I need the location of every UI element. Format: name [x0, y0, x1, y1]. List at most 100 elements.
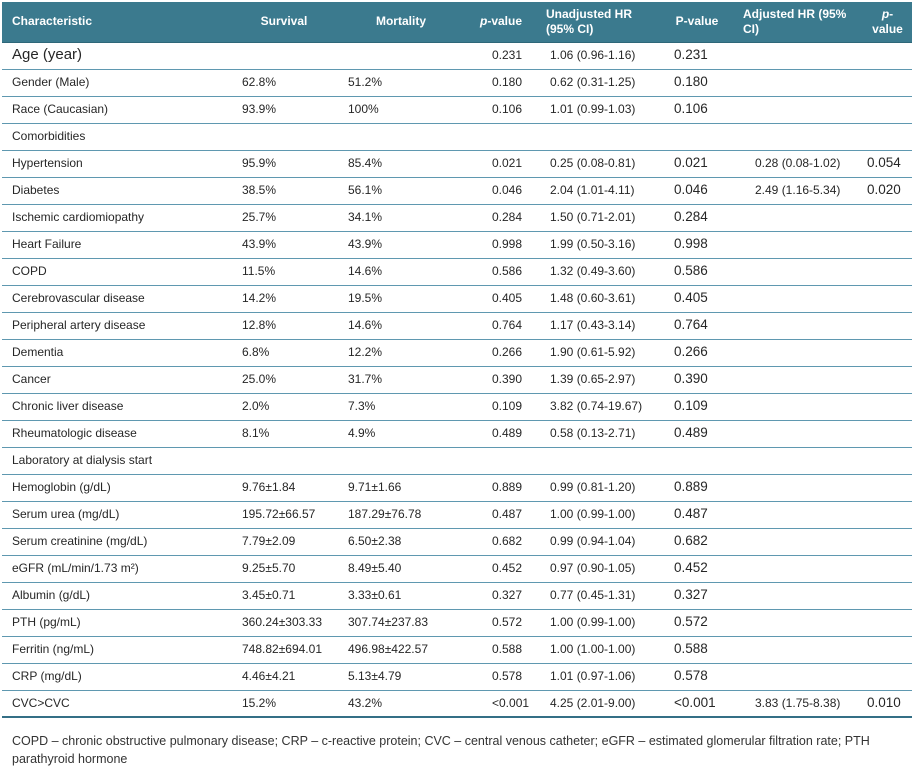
value-cell: 11.5%	[230, 258, 334, 286]
value-cell: 0.99 (0.94-1.04)	[534, 528, 659, 556]
value-cell: 0.572	[659, 609, 731, 637]
value-cell: 0.106	[464, 96, 534, 124]
characteristic-cell: Hypertension	[2, 150, 230, 178]
characteristic-cell: Cerebrovascular disease	[2, 285, 230, 313]
value-cell: 2.0%	[230, 393, 334, 421]
table-row: Serum creatinine (mg/dL) 7.79±2.09 6.50±2.…	[2, 528, 912, 556]
table-body: Age (year) 0.231 1.06 (0.96-1.16) 0.231 Gend…	[2, 42, 912, 718]
value-cell: 9.76±1.84	[230, 474, 334, 502]
value-cell	[731, 555, 859, 583]
section-row: Comorbidities	[2, 123, 912, 151]
value-cell: 0.489	[464, 420, 534, 448]
value-cell	[859, 258, 912, 286]
value-cell	[731, 609, 859, 637]
column-header-p-value: P-value	[659, 2, 731, 43]
value-cell: 0.97 (0.90-1.05)	[534, 555, 659, 583]
table-row: Rheumatologic disease 8.1% 4.9% 0.489 0.58 (…	[2, 420, 912, 448]
value-cell: 0.180	[464, 69, 534, 97]
value-cell: 7.3%	[334, 393, 464, 421]
table-row: Heart Failure 43.9% 43.9% 0.998 1.99 (0.50-3…	[2, 231, 912, 259]
table-row: Serum urea (mg/dL) 195.72±66.57 187.29±76.…	[2, 501, 912, 529]
characteristic-cell: Serum urea (mg/dL)	[2, 501, 230, 529]
value-cell: 85.4%	[334, 150, 464, 178]
table-row: CVC>CVC 15.2% 43.2% <0.001 4.25 (2.01-9.00) <…	[2, 690, 912, 718]
characteristic-cell: Dementia	[2, 339, 230, 367]
value-cell	[731, 339, 859, 367]
characteristic-cell: Hemoglobin (g/dL)	[2, 474, 230, 502]
value-cell: 1.99 (0.50-3.16)	[534, 231, 659, 259]
value-cell: 14.6%	[334, 312, 464, 340]
value-cell: 0.266	[464, 339, 534, 367]
column-header-characteristic: Characteristic	[2, 2, 230, 43]
value-cell: 4.25 (2.01-9.00)	[534, 690, 659, 718]
value-cell: 9.71±1.66	[334, 474, 464, 502]
value-cell: 0.231	[464, 42, 534, 70]
value-cell: 38.5%	[230, 177, 334, 205]
table-row: Race (Caucasian) 93.9% 100% 0.106 1.01 (0.99…	[2, 96, 912, 124]
value-cell: 0.390	[464, 366, 534, 394]
characteristic-cell: PTH (pg/mL)	[2, 609, 230, 637]
header-row: Characteristic Survival Mortality p-value Un…	[2, 2, 912, 43]
value-cell: 2.49 (1.16-5.34)	[731, 177, 859, 205]
value-cell: 0.77 (0.45-1.31)	[534, 582, 659, 610]
value-cell: 0.010	[859, 690, 912, 718]
value-cell: 0.109	[464, 393, 534, 421]
value-cell: 43.9%	[230, 231, 334, 259]
value-cell: 0.998	[659, 231, 731, 259]
characteristic-cell: Cancer	[2, 366, 230, 394]
table-row: Dementia 6.8% 12.2% 0.266 1.90 (0.61-5.92) 0.…	[2, 339, 912, 367]
value-cell: 93.9%	[230, 96, 334, 124]
value-cell: 51.2%	[334, 69, 464, 97]
value-cell	[859, 501, 912, 529]
value-cell: 0.487	[464, 501, 534, 529]
value-cell	[731, 393, 859, 421]
value-cell: 0.764	[464, 312, 534, 340]
value-cell: 12.2%	[334, 339, 464, 367]
value-cell	[859, 474, 912, 502]
characteristic-cell: Serum creatinine (mg/dL)	[2, 528, 230, 556]
value-cell: 3.83 (1.75-8.38)	[731, 690, 859, 718]
value-cell	[731, 366, 859, 394]
value-cell: 0.99 (0.81-1.20)	[534, 474, 659, 502]
value-cell: 1.48 (0.60-3.61)	[534, 285, 659, 313]
table-row: Hemoglobin (g/dL) 9.76±1.84 9.71±1.66 0.889…	[2, 474, 912, 502]
value-cell: 0.180	[659, 69, 731, 97]
value-cell: 8.49±5.40	[334, 555, 464, 583]
value-cell: 0.588	[464, 636, 534, 664]
value-cell: 0.682	[464, 528, 534, 556]
value-cell: 0.58 (0.13-2.71)	[534, 420, 659, 448]
value-cell	[731, 420, 859, 448]
value-cell: 56.1%	[334, 177, 464, 205]
value-cell: 1.06 (0.96-1.16)	[534, 42, 659, 70]
value-cell	[859, 393, 912, 421]
table-header: Characteristic Survival Mortality p-value Un…	[2, 2, 912, 43]
value-cell: 62.8%	[230, 69, 334, 97]
value-cell: 7.79±2.09	[230, 528, 334, 556]
table-row: CRP (mg/dL) 4.46±4.21 5.13±4.79 0.578 1.01 (…	[2, 663, 912, 691]
value-cell	[731, 96, 859, 124]
value-cell	[731, 582, 859, 610]
column-header-p-value: p-value	[464, 2, 534, 43]
value-cell	[859, 339, 912, 367]
value-cell: 187.29±76.78	[334, 501, 464, 529]
value-cell: 0.452	[659, 555, 731, 583]
value-cell: 748.82±694.01	[230, 636, 334, 664]
table-row: Age (year) 0.231 1.06 (0.96-1.16) 0.231	[2, 42, 912, 70]
value-cell	[859, 204, 912, 232]
table-row: Cancer 25.0% 31.7% 0.390 1.39 (0.65-2.97) 0.3…	[2, 366, 912, 394]
value-cell: 1.17 (0.43-3.14)	[534, 312, 659, 340]
value-cell: 0.586	[464, 258, 534, 286]
value-cell: 4.46±4.21	[230, 663, 334, 691]
value-cell: 0.62 (0.31-1.25)	[534, 69, 659, 97]
table-row: eGFR (mL/min/1.73 m²) 9.25±5.70 8.49±5.40 0…	[2, 555, 912, 583]
table-row: Albumin (g/dL) 3.45±0.71 3.33±0.61 0.327 0.7…	[2, 582, 912, 610]
value-cell	[731, 204, 859, 232]
value-cell: 360.24±303.33	[230, 609, 334, 637]
value-cell: 1.00 (1.00-1.00)	[534, 636, 659, 664]
value-cell: 0.327	[464, 582, 534, 610]
value-cell	[731, 285, 859, 313]
value-cell	[859, 609, 912, 637]
value-cell: 1.00 (0.99-1.00)	[534, 501, 659, 529]
value-cell: 0.487	[659, 501, 731, 529]
